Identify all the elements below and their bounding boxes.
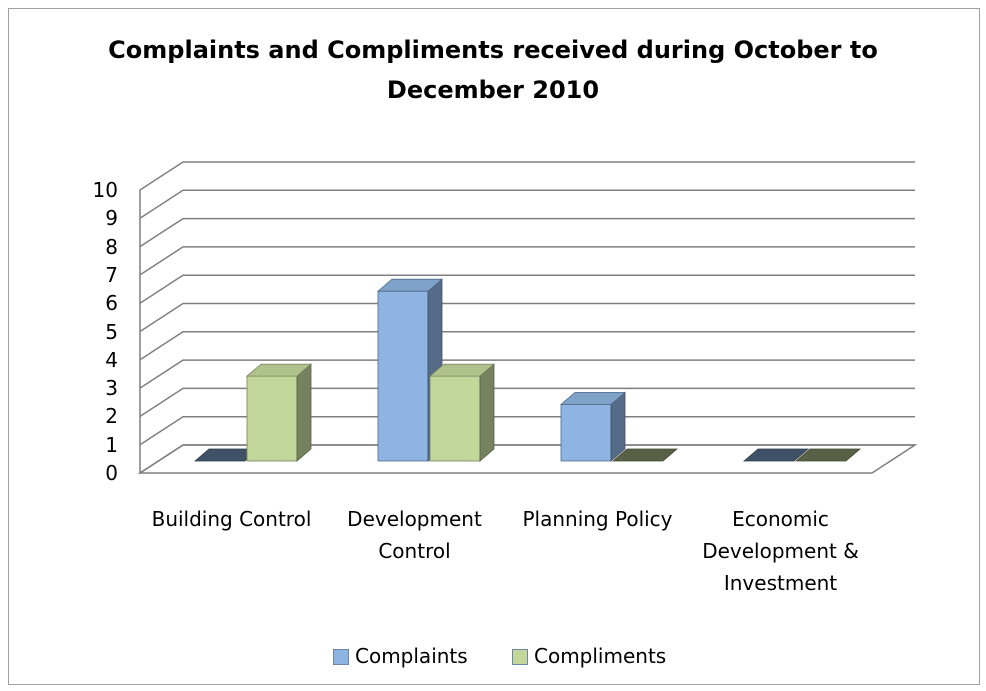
x-tick-label: Economic Development & Investment	[702, 507, 859, 595]
y-tick-label: 1	[105, 432, 118, 457]
frame	[8, 8, 980, 685]
bar-front	[246, 375, 298, 462]
bar-top	[794, 448, 862, 462]
y-tick-label: 6	[105, 291, 118, 316]
bar-top	[611, 448, 679, 462]
bar-top	[742, 448, 810, 462]
y-tick-label: 4	[105, 347, 118, 372]
bar-top	[376, 278, 444, 292]
bar-top	[428, 363, 496, 377]
grid-line	[139, 444, 915, 474]
y-tick-label: 10	[92, 178, 118, 202]
bar-front	[429, 375, 481, 462]
grid-line	[139, 246, 915, 276]
y-tick-label: 9	[105, 206, 118, 231]
bar-top	[245, 363, 313, 377]
bar-front	[377, 290, 429, 462]
x-tick-label: Development Control	[347, 507, 482, 563]
grid-line	[139, 161, 915, 191]
grid-line	[139, 189, 915, 219]
grid-line	[139, 387, 915, 418]
bar-front	[560, 403, 612, 462]
y-tick-label: 0	[105, 461, 118, 485]
grid-line	[139, 217, 915, 248]
legend-label: Compliments	[534, 644, 667, 668]
grid-line	[139, 331, 915, 361]
grid-line	[139, 302, 915, 333]
x-tick-label: Planning Policy	[522, 507, 673, 531]
x-tick-label: Building Control	[151, 507, 312, 531]
bar-top	[559, 391, 627, 405]
y-tick-label: 7	[105, 262, 118, 287]
bar-side	[479, 363, 495, 462]
bar-side	[296, 363, 312, 462]
grid-line	[139, 359, 915, 389]
legend-label: Complaints	[355, 644, 468, 668]
y-tick-label: 8	[105, 234, 118, 259]
y-tick-label: 5	[105, 319, 118, 344]
legend-swatch	[333, 649, 349, 665]
grid-line	[139, 415, 915, 446]
legend-swatch	[512, 649, 528, 665]
chart-title: Complaints and Compliments received duri…	[108, 36, 878, 104]
grid-line	[139, 274, 915, 304]
y-tick-label: 2	[105, 404, 118, 429]
y-tick-label: 3	[105, 376, 118, 401]
